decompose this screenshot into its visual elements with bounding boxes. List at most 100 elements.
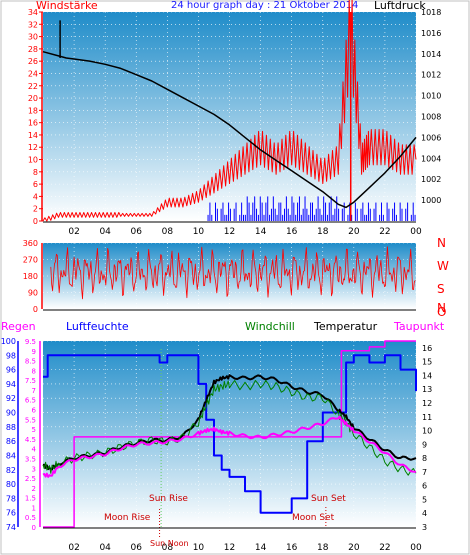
y-left-tick-label: 18 [28, 106, 38, 115]
label-taupunkt: Taupunkt [393, 320, 445, 333]
temp-tick-label: 5 [422, 495, 427, 504]
y-right-tick-label: 1012 [421, 71, 441, 80]
humidity-tick-label: 100 [1, 337, 16, 346]
y-left-tick-label: 20 [28, 94, 38, 103]
label-regen: Regen [1, 320, 36, 333]
humidity-tick-label: 98 [6, 351, 16, 360]
y-left-tick-label: 4 [33, 192, 38, 201]
y-tick-label: 360 [23, 239, 38, 248]
y-left-tick-label: 32 [28, 20, 38, 29]
rain-tick-label: 5 [32, 426, 36, 434]
rain-tick-label: 7 [32, 387, 36, 395]
panel1-series [42, 0, 417, 222]
rain-tick-label: 0.5 [25, 514, 36, 522]
x-tick-label: 20 [348, 543, 360, 553]
rain-tick-label: 4.5 [25, 436, 36, 444]
y-left-tick-label: 30 [28, 33, 38, 42]
y-right-tick-label: 1000 [421, 196, 441, 205]
rain-tick-label: 3.5 [25, 455, 36, 463]
humidity-tick-label: 74 [6, 523, 16, 532]
x-tick-label: 10 [193, 543, 205, 553]
humidity-tick-label: 90 [6, 409, 16, 418]
x-tick-label: 04 [99, 543, 111, 553]
direction-label: O [437, 305, 446, 319]
rain-tick-label: 1 [32, 504, 36, 512]
x-tick-label: 08 [162, 543, 174, 553]
x-tick-label: 22 [379, 227, 390, 237]
humidity-tick-label: 88 [6, 423, 16, 432]
temp-tick-label: 14 [422, 371, 432, 380]
y-left-tick-label: 26 [28, 57, 38, 66]
rain-tick-label: 8.5 [25, 358, 36, 366]
direction-label: W [437, 259, 449, 273]
x-tick-label: 20 [348, 227, 360, 237]
humidity-tick-label: 92 [6, 394, 16, 403]
x-tick-label: 16 [286, 543, 298, 553]
humidity-tick-label: 94 [6, 380, 16, 389]
label-temperatur: Temperatur [313, 320, 378, 333]
series-windrichtung [50, 246, 416, 300]
rain-tick-label: 1.5 [25, 495, 36, 503]
y-tick-label: 0 [33, 305, 38, 314]
rain-tick-label: 7.5 [25, 377, 36, 385]
y-right-tick-label: 1002 [421, 175, 441, 184]
y-tick-label: 90 [28, 289, 38, 298]
rain-tick-label: 3 [32, 465, 36, 473]
x-tick-label: 12 [224, 227, 235, 237]
rain-tick-label: 9 [32, 348, 36, 356]
y-left-tick-label: 12 [28, 143, 38, 152]
rain-tick-label: 4 [32, 446, 37, 454]
temp-tick-label: 9 [422, 440, 427, 449]
x-tick-label: 10 [193, 227, 205, 237]
panel1-grid [43, 11, 417, 222]
panel3-axes: 7476788082848688909294969810000.511.522.… [1, 337, 432, 553]
x-tick-label: 02 [68, 227, 79, 237]
y-tick-label: 180 [23, 272, 38, 281]
direction-label: N [437, 236, 446, 250]
x-tick-label: 14 [255, 227, 267, 237]
humidity-tick-label: 84 [6, 451, 16, 460]
x-tick-label: 06 [131, 543, 143, 553]
y-left-tick-label: 0 [33, 217, 38, 226]
temp-tick-label: 4 [422, 509, 427, 518]
direction-label: S [437, 282, 445, 296]
series-luftfeuchte [43, 354, 417, 514]
rain-tick-label: 8 [32, 367, 36, 375]
rain-tick-label: 6.5 [25, 397, 36, 405]
x-tick-label: 18 [317, 543, 329, 553]
annotation-sunset: Sun Set [311, 494, 346, 504]
y-tick-label: 270 [23, 256, 38, 265]
temp-tick-label: 8 [422, 454, 427, 463]
y-left-tick-label: 10 [28, 156, 38, 165]
x-tick-label: 22 [379, 543, 390, 553]
humidity-tick-label: 96 [6, 366, 16, 375]
series-luftdruck [42, 50, 417, 209]
y-right-tick-label: 1008 [421, 113, 441, 122]
y-right-tick-label: 1018 [421, 8, 441, 17]
temp-tick-label: 16 [422, 344, 432, 353]
y-left-tick-label: 16 [28, 119, 38, 128]
y-left-tick-label: 24 [28, 69, 38, 78]
temp-tick-label: 6 [422, 482, 427, 491]
temp-tick-label: 10 [422, 427, 432, 436]
y-left-tick-label: 2 [33, 205, 38, 214]
x-tick-label: 14 [255, 543, 267, 553]
series-windchill [42, 380, 417, 476]
humidity-tick-label: 78 [6, 494, 16, 503]
y-left-tick-label: 8 [33, 168, 38, 177]
rain-tick-label: 5.5 [25, 416, 36, 424]
temp-tick-label: 11 [422, 413, 432, 422]
y-right-tick-label: 1016 [421, 29, 441, 38]
humidity-tick-label: 80 [6, 480, 16, 489]
label-luftfeuchte: Luftfeuchte [66, 320, 129, 333]
x-tick-label: 16 [286, 227, 298, 237]
humidity-tick-label: 76 [6, 509, 16, 518]
x-tick-label: 08 [162, 227, 174, 237]
y-left-tick-label: 14 [28, 131, 38, 140]
y-left-tick-label: 22 [28, 82, 38, 91]
rain-tick-label: 2 [32, 485, 36, 493]
annotation-sunnoon: Sun Noon [150, 539, 189, 548]
y-right-tick-label: 1014 [421, 50, 441, 59]
temp-tick-label: 13 [422, 385, 432, 394]
